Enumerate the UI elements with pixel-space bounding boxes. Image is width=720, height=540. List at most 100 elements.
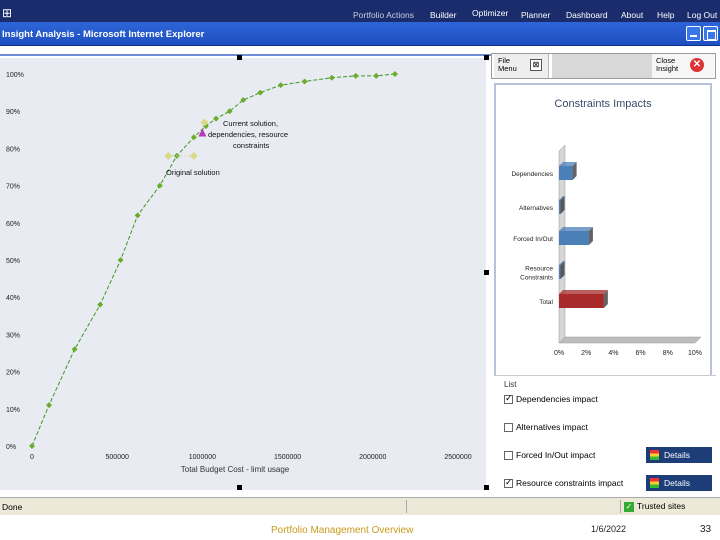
frontier-line [31, 73, 396, 447]
impacts-x-tick: 8% [663, 350, 673, 357]
trusted-sites-label: Trusted sites [637, 501, 686, 511]
x-tick-label: 1500000 [274, 454, 301, 461]
frontier-point [71, 346, 78, 353]
slide-date: 1/6/2022 [591, 524, 627, 534]
frontier-point [226, 108, 233, 115]
check-icon: ✓ [624, 501, 634, 512]
frontier-point [117, 257, 124, 263]
y-tick-label: 20% [6, 370, 20, 377]
frontier-point [190, 134, 197, 141]
window-title: Insight Analysis - Microsoft Internet Ex… [2, 29, 205, 40]
current-solution-marker [200, 118, 209, 127]
frontier-point [257, 89, 264, 96]
nav-builder[interactable]: Builder [430, 10, 457, 20]
nav-log-out[interactable]: Log Out [687, 10, 718, 20]
details-button-resource[interactable]: Details [646, 475, 712, 491]
maximize-button[interactable] [703, 26, 718, 41]
menu-icon: ⊠ [530, 59, 542, 71]
frontier-point [301, 78, 308, 85]
y-tick-label: 0% [6, 444, 16, 451]
windows-logo-icon: ⊞ [2, 6, 13, 20]
impact-bar-side [560, 261, 565, 279]
frontier-point [352, 72, 359, 79]
nav-planner[interactable]: Planner [521, 10, 551, 20]
impact-bar-top [559, 290, 608, 294]
efficient-frontier-chart: 100% 90% 80% 70% 60% 50% 40% 30% 20% 10% 0% 0 500000… [0, 58, 486, 490]
checkbox-alternatives[interactable] [504, 423, 513, 433]
slide-title: Portfolio Management Overview [271, 525, 414, 536]
impact-bar-top [559, 227, 593, 231]
nav-help[interactable]: Help [657, 10, 675, 20]
frontier-point [277, 82, 284, 89]
insight-panel: File Menu ⊠ Close Insight ✕ Constraints … [491, 53, 720, 495]
toolbar-spacer [552, 54, 652, 78]
file-menu-label: File Menu [498, 56, 517, 73]
impact-bar [559, 166, 573, 180]
divider [0, 54, 720, 56]
impacts-category-label: Alternatives [519, 205, 554, 212]
traffic-light-icon [650, 450, 659, 460]
slide-page-number: 33 [700, 524, 712, 535]
y-tick-label: 80% [6, 146, 20, 153]
check-forced[interactable]: Forced In/Out impact [504, 450, 595, 462]
insight-toolbar: File Menu ⊠ Close Insight ✕ [491, 53, 716, 79]
y-tick-label: 100% [6, 72, 24, 79]
x-tick-label: 500000 [106, 454, 129, 461]
legend-label: List [504, 380, 517, 389]
status-bar: Done ✓ Trusted sites [0, 497, 720, 515]
minimize-button[interactable] [686, 26, 701, 41]
check-forced-label: Forced In/Out impact [516, 450, 596, 460]
check-alternatives[interactable]: Alternatives impact [504, 422, 588, 434]
checkbox-dependencies[interactable] [504, 393, 513, 405]
check-alternatives-label: Alternatives impact [516, 422, 588, 432]
resize-handle-corner-top[interactable] [484, 55, 489, 60]
impact-bar [559, 200, 561, 214]
frontier-svg: 100% 90% 80% 70% 60% 50% 40% 30% 20% 10% 0% 0 500000… [6, 71, 472, 474]
resize-handle-corner-bottom[interactable] [484, 485, 489, 490]
frontier-point [391, 71, 398, 77]
frontier-point [46, 402, 53, 409]
impacts-title: Constraints Impacts [554, 98, 652, 110]
resize-handle-bottom[interactable] [237, 485, 242, 490]
top-navigation-bar: ⊞ Portfolio Actions Builder Optimizer Pl… [0, 0, 720, 22]
checkbox-resource[interactable] [504, 477, 513, 489]
impacts-category-label: Resource [525, 266, 553, 273]
impact-bar-side [588, 227, 593, 245]
window-title-bar: Insight Analysis - Microsoft Internet Ex… [0, 22, 720, 46]
nav-portfolio-actions[interactable]: Portfolio Actions [353, 10, 414, 20]
impact-bar-side [603, 290, 608, 308]
x-axis-label: Total Budget Cost - limit usage [181, 465, 290, 474]
nav-dashboard[interactable]: Dashboard [566, 10, 608, 20]
constraints-impacts-chart: Constraints Impacts 0% 2% 4% 6% 8% 10% Dependen… [494, 83, 712, 395]
check-resource-label: Resource constraints impact [516, 478, 624, 488]
y-tick-label: 10% [6, 407, 20, 414]
trusted-sites: ✓ Trusted sites [624, 501, 685, 512]
impact-bar [559, 265, 561, 279]
slide-footer: Portfolio Management Overview 1/6/2022 3… [0, 515, 720, 540]
nav-about[interactable]: About [621, 10, 644, 20]
frontier-point [328, 74, 335, 81]
resize-handle-top[interactable] [237, 55, 242, 60]
nav-optimizer[interactable]: Optimizer [472, 8, 509, 18]
x-tick-label: 1000000 [189, 454, 216, 461]
impact-bar [559, 231, 589, 245]
y-tick-label: 30% [6, 332, 20, 339]
resize-handle-right[interactable] [484, 270, 489, 275]
close-insight-label: Close Insight [656, 56, 679, 73]
checkbox-forced[interactable] [504, 451, 513, 461]
check-dependencies[interactable]: Dependencies impact [504, 393, 598, 406]
details-label: Details [664, 478, 690, 488]
check-resource[interactable]: Resource constraints impact [504, 477, 624, 490]
x-tick-label: 2000000 [359, 454, 386, 461]
details-button-forced[interactable]: Details [646, 447, 712, 463]
impact-bar-side [560, 196, 565, 214]
current-solution-point [198, 128, 207, 137]
y-tick-label: 90% [6, 109, 20, 116]
close-insight-button[interactable]: Close Insight ✕ [652, 54, 714, 78]
impacts-svg: Constraints Impacts 0% 2% 4% 6% 8% 10% Dependen… [511, 98, 702, 357]
impacts-x-tick: 0% [554, 350, 564, 357]
impacts-x-tick: 4% [608, 350, 618, 357]
impacts-legend: List Dependencies impact Alternatives im… [494, 375, 716, 495]
file-menu-button[interactable]: File Menu ⊠ [494, 54, 549, 78]
annotation-current: dependencies, resource [208, 130, 288, 139]
